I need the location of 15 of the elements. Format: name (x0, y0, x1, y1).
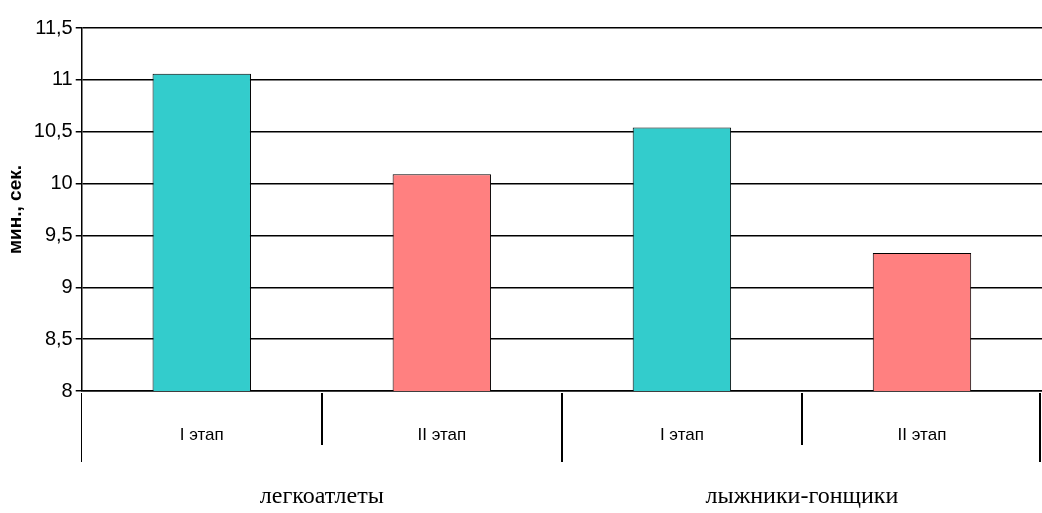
y-tick-label: 8,5 (44, 326, 73, 349)
x-tick-label: I этап (659, 424, 704, 444)
y-tick-label: 11,5 (35, 15, 73, 38)
x-tick-label: II этап (417, 424, 467, 444)
y-tick-label: 8 (61, 378, 73, 401)
y-tick-label: 11 (51, 67, 73, 90)
text: лыжники-гонщики (705, 482, 899, 509)
y-tick-label: 10 (50, 171, 73, 194)
x-tick-label: II этап (897, 424, 947, 444)
y-tick-label: 9 (61, 274, 73, 297)
y-tick-label: 9,5 (44, 222, 73, 245)
x-tick-label: I этап (179, 424, 224, 444)
text: легкоатлеты (259, 482, 384, 509)
y-axis-title: мин., сек. (3, 165, 25, 254)
y-tick-label: 10,5 (33, 119, 73, 142)
